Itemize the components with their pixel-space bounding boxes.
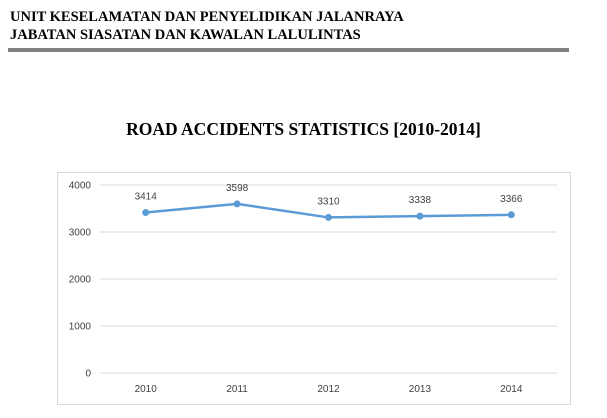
data-label: 3414 xyxy=(135,192,158,203)
data-label: 3366 xyxy=(500,194,523,205)
x-tick-label: 2012 xyxy=(317,384,340,395)
data-point xyxy=(507,211,515,219)
y-tick-label: 0 xyxy=(85,369,91,380)
chart-frame xyxy=(57,172,571,405)
agency-unit-name: UNIT KESELAMATAN DAN PENYELIDIKAN JALANR… xyxy=(10,9,404,25)
agency-header: UNIT KESELAMATAN DAN PENYELIDIKAN JALANR… xyxy=(10,8,404,44)
data-point xyxy=(142,209,150,217)
x-tick-label: 2010 xyxy=(135,384,158,395)
data-point xyxy=(233,200,241,208)
chart-title: ROAD ACCIDENTS STATISTICS [2010-2014] xyxy=(126,119,481,139)
agency-department-name: JABATAN SIASATAN DAN KAWALAN LALULINTAS xyxy=(10,27,361,43)
x-tick-label: 2013 xyxy=(409,384,432,395)
y-tick-label: 3000 xyxy=(69,228,92,239)
data-point xyxy=(416,212,424,220)
data-label: 3310 xyxy=(317,196,340,207)
x-tick-label: 2014 xyxy=(500,384,523,395)
header-divider xyxy=(8,48,569,52)
data-label: 3598 xyxy=(226,183,249,194)
data-point xyxy=(325,213,332,221)
y-tick-label: 2000 xyxy=(69,275,92,286)
x-tick-label: 2011 xyxy=(226,384,248,395)
data-label: 3338 xyxy=(409,195,432,206)
y-tick-label: 1000 xyxy=(69,322,92,333)
y-tick-label: 4000 xyxy=(69,181,92,192)
